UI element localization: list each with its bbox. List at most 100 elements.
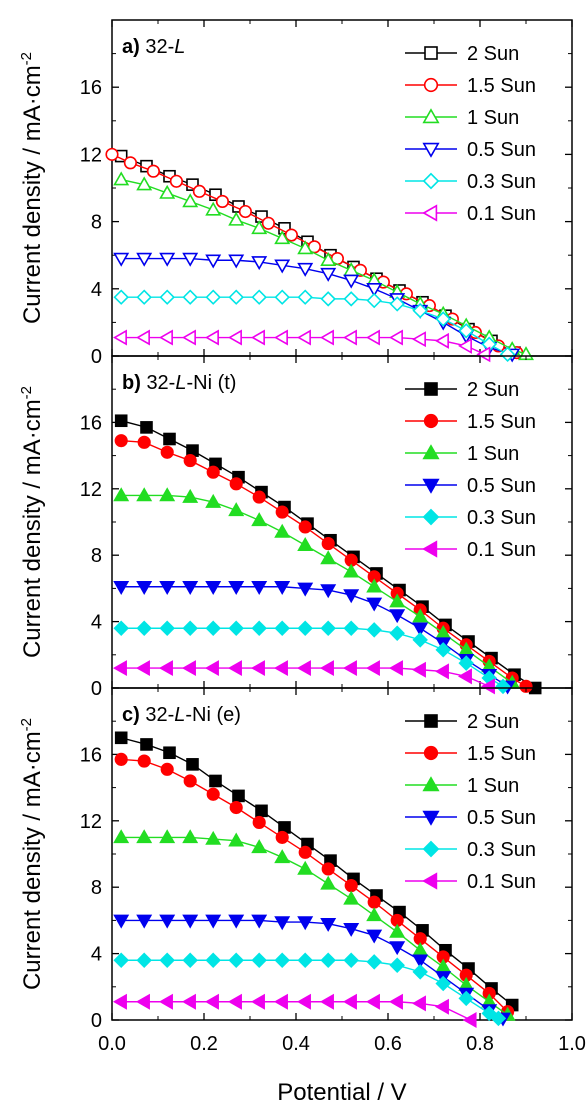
data-point <box>255 804 268 818</box>
data-point <box>284 228 298 242</box>
series-line <box>121 1001 472 1021</box>
panel-title: c) 32-L-Ni (e) <box>122 704 241 726</box>
data-point <box>206 465 220 479</box>
data-point <box>389 941 406 956</box>
data-point <box>136 252 153 267</box>
y-tick-label: 4 <box>91 279 102 301</box>
data-point <box>275 505 289 519</box>
data-point <box>227 660 242 677</box>
data-point <box>228 502 245 517</box>
legend-marker <box>422 872 438 890</box>
data-point <box>434 998 449 1015</box>
data-point <box>159 252 176 267</box>
data-point <box>205 580 222 595</box>
legend-label: 0.3 Sun <box>467 171 536 193</box>
y-axis-title-superscript: -2 <box>18 52 35 65</box>
data-point <box>435 642 451 658</box>
legend-label: 0.1 Sun <box>467 203 536 225</box>
legend-marker <box>422 540 438 558</box>
legend-label: 1.5 Sun <box>467 743 536 765</box>
data-point <box>499 346 516 363</box>
y-tick-label: 12 <box>80 479 102 501</box>
legend-label: 0.1 Sun <box>467 539 536 561</box>
data-point <box>114 752 128 766</box>
panel-name: 32- <box>145 704 174 726</box>
data-point <box>251 289 267 305</box>
y-tick-label: 4 <box>91 612 102 634</box>
data-point <box>159 580 176 595</box>
data-point <box>105 147 119 161</box>
data-point <box>274 230 291 245</box>
data-point <box>228 289 244 305</box>
data-point <box>320 952 336 968</box>
data-point <box>205 952 221 968</box>
data-point <box>434 332 449 349</box>
legend-marker <box>422 204 438 222</box>
data-point <box>366 292 382 309</box>
data-point <box>344 878 358 893</box>
data-point <box>169 174 183 188</box>
legend-marker <box>422 840 440 858</box>
data-point <box>388 660 403 677</box>
y-axis-title-text: Current density / mA·cm <box>19 731 46 990</box>
data-point <box>204 993 219 1010</box>
legend-label: 0.3 Sun <box>467 839 536 861</box>
data-point <box>412 964 428 980</box>
data-point <box>261 216 275 230</box>
data-point <box>205 914 222 929</box>
data-point <box>159 289 175 305</box>
data-point <box>252 490 266 504</box>
x-axis-title: Potential / V <box>277 1079 406 1106</box>
data-point <box>388 993 403 1010</box>
data-point <box>435 311 451 327</box>
series-0-1-sun: 0.1 Sun <box>112 539 536 695</box>
panel-1: 0 4 8 12 16 2 Sun 1.5 Sun 1 Sun 0.5 Sun 0.3 Sun 0.… <box>80 19 573 368</box>
data-point <box>389 957 405 973</box>
data-point <box>229 477 243 491</box>
data-point <box>136 176 153 191</box>
data-point <box>320 550 337 565</box>
x-tick-label: 0.6 <box>374 1033 402 1055</box>
x-tick-label: 1.0 <box>558 1033 586 1055</box>
data-point <box>343 952 359 968</box>
data-point <box>113 289 129 305</box>
legend-marker <box>422 478 440 494</box>
data-point <box>435 975 451 992</box>
data-point <box>297 537 314 551</box>
data-point <box>113 580 130 595</box>
data-point <box>388 329 403 346</box>
data-point <box>273 993 288 1010</box>
panel-suffix: -Ni (t) <box>186 372 236 394</box>
data-point <box>366 597 383 612</box>
y-axis-title-superscript: -2 <box>18 718 35 731</box>
data-point <box>182 620 198 636</box>
data-point <box>136 952 152 968</box>
data-point <box>343 291 359 307</box>
data-point <box>411 331 426 348</box>
data-point <box>159 952 175 968</box>
legend-marker <box>424 714 438 728</box>
data-point <box>342 993 357 1010</box>
x-tick-label: 0.8 <box>466 1033 494 1055</box>
data-point <box>298 845 312 859</box>
data-point <box>205 493 222 508</box>
data-point <box>205 620 221 636</box>
data-point <box>158 993 173 1010</box>
data-point <box>204 329 219 346</box>
y-tick-label: 0 <box>91 346 102 368</box>
legend-label: 2 Sun <box>467 379 519 401</box>
data-point <box>136 620 152 636</box>
data-point <box>183 774 197 788</box>
data-point <box>320 875 337 890</box>
legend-marker <box>422 172 440 190</box>
data-point <box>320 584 337 599</box>
y-tick-label: 8 <box>91 545 102 567</box>
data-point <box>296 329 311 346</box>
data-point <box>412 622 429 637</box>
legend-label: 0.3 Sun <box>467 507 536 529</box>
data-point <box>192 184 206 198</box>
data-point <box>274 849 291 864</box>
legend-label: 0.5 Sun <box>467 475 536 497</box>
data-point <box>366 283 383 298</box>
data-point <box>320 620 336 636</box>
